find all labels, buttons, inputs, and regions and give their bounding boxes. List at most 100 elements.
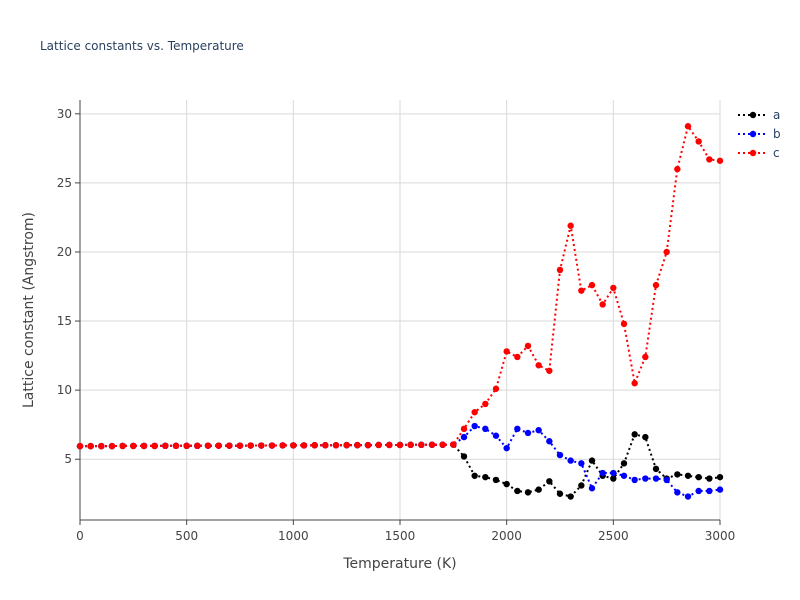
legend-item-a[interactable]: a bbox=[738, 108, 780, 122]
data-point-b bbox=[482, 425, 489, 433]
data-point-a bbox=[706, 475, 713, 482]
legend[interactable]: abc bbox=[738, 108, 781, 160]
axes bbox=[75, 100, 721, 525]
y-tick-label: 10 bbox=[57, 383, 72, 397]
x-tick-label: 1500 bbox=[385, 529, 416, 543]
data-point-c bbox=[204, 442, 212, 449]
data-point-c bbox=[375, 441, 382, 449]
data-point-b bbox=[492, 432, 500, 439]
data-point-c bbox=[439, 441, 446, 448]
y-tick-label: 15 bbox=[57, 314, 72, 328]
data-point-c bbox=[652, 281, 660, 289]
y-tick-labels: 5 10 15 20 25 30 bbox=[57, 107, 72, 466]
legend-swatch-marker bbox=[749, 149, 757, 157]
data-point-c bbox=[108, 442, 116, 450]
legend-swatch-marker bbox=[749, 111, 757, 119]
data-point-b bbox=[684, 493, 692, 500]
data-point-c bbox=[172, 442, 180, 450]
data-point-c bbox=[98, 442, 105, 450]
x-axis-title: Temperature (K) bbox=[342, 556, 456, 572]
data-point-b bbox=[642, 475, 649, 482]
data-point-b bbox=[695, 487, 702, 495]
data-point-b bbox=[631, 476, 638, 484]
data-point-a bbox=[471, 472, 478, 479]
data-point-c bbox=[279, 442, 286, 449]
data-point-c bbox=[183, 442, 190, 450]
data-point-c bbox=[514, 353, 521, 361]
data-point-c bbox=[194, 442, 201, 450]
data-point-c bbox=[535, 362, 542, 369]
data-point-b bbox=[546, 438, 553, 445]
data-point-c bbox=[524, 342, 532, 350]
data-point-c bbox=[332, 442, 340, 449]
data-point-b bbox=[588, 485, 596, 492]
data-point-b bbox=[567, 457, 574, 464]
data-point-b bbox=[706, 487, 713, 495]
data-point-c bbox=[386, 441, 393, 449]
data-point-c bbox=[87, 442, 94, 450]
data-point-a bbox=[460, 453, 468, 460]
legend-item-b[interactable]: b bbox=[738, 127, 781, 141]
x-tick-labels: 0 500 1000 1500 2000 2500 3000 bbox=[76, 529, 735, 543]
data-point-a bbox=[588, 457, 596, 464]
data-point-b bbox=[578, 460, 585, 467]
data-point-c bbox=[418, 441, 425, 449]
data-point-b bbox=[471, 422, 478, 430]
data-point-a bbox=[482, 473, 489, 481]
data-point-b bbox=[716, 486, 724, 493]
y-tick-label: 5 bbox=[64, 452, 72, 466]
series-group bbox=[76, 123, 724, 500]
data-point-c bbox=[684, 123, 692, 130]
data-point-a bbox=[716, 473, 724, 481]
data-point-c bbox=[119, 442, 126, 450]
grid bbox=[80, 100, 721, 520]
data-point-c bbox=[695, 138, 702, 145]
data-point-c bbox=[354, 441, 361, 449]
data-point-c bbox=[546, 367, 553, 374]
legend-label: a bbox=[773, 108, 780, 122]
data-point-c bbox=[588, 281, 596, 289]
x-tick-label: 500 bbox=[175, 529, 198, 543]
data-point-c bbox=[631, 380, 638, 387]
y-tick-label: 30 bbox=[57, 107, 72, 121]
data-point-c bbox=[364, 441, 372, 449]
x-tick-label: 1000 bbox=[278, 529, 309, 543]
data-point-a bbox=[578, 482, 585, 489]
data-point-c bbox=[130, 442, 137, 450]
data-point-c bbox=[578, 287, 585, 294]
data-point-a bbox=[695, 473, 702, 481]
data-point-a bbox=[674, 471, 681, 478]
data-point-c bbox=[300, 442, 308, 449]
data-point-c bbox=[226, 442, 233, 449]
x-tick-label: 0 bbox=[76, 529, 84, 543]
legend-item-c[interactable]: c bbox=[738, 146, 780, 160]
data-point-b bbox=[503, 444, 510, 452]
data-point-a bbox=[535, 486, 542, 493]
data-point-c bbox=[428, 441, 436, 448]
data-point-a bbox=[684, 472, 692, 479]
data-point-a bbox=[492, 476, 500, 484]
legend-label: b bbox=[773, 127, 781, 141]
data-point-a bbox=[642, 433, 649, 441]
data-point-b bbox=[556, 451, 564, 459]
data-point-c bbox=[567, 222, 574, 229]
data-point-c bbox=[236, 442, 244, 449]
data-point-c bbox=[460, 425, 468, 433]
data-point-c bbox=[620, 320, 628, 328]
data-point-c bbox=[503, 348, 510, 355]
data-point-b bbox=[674, 489, 681, 496]
legend-label: c bbox=[773, 146, 780, 160]
data-point-c bbox=[706, 156, 713, 163]
data-point-c bbox=[396, 441, 404, 449]
data-point-b bbox=[460, 433, 468, 441]
data-point-b bbox=[620, 472, 628, 479]
data-point-c bbox=[610, 284, 617, 292]
data-point-c bbox=[268, 442, 276, 449]
data-point-c bbox=[162, 442, 169, 450]
data-point-a bbox=[546, 478, 553, 485]
data-point-a bbox=[524, 489, 532, 496]
data-point-c bbox=[407, 441, 414, 449]
data-point-c bbox=[556, 266, 564, 274]
data-point-a bbox=[514, 487, 521, 495]
